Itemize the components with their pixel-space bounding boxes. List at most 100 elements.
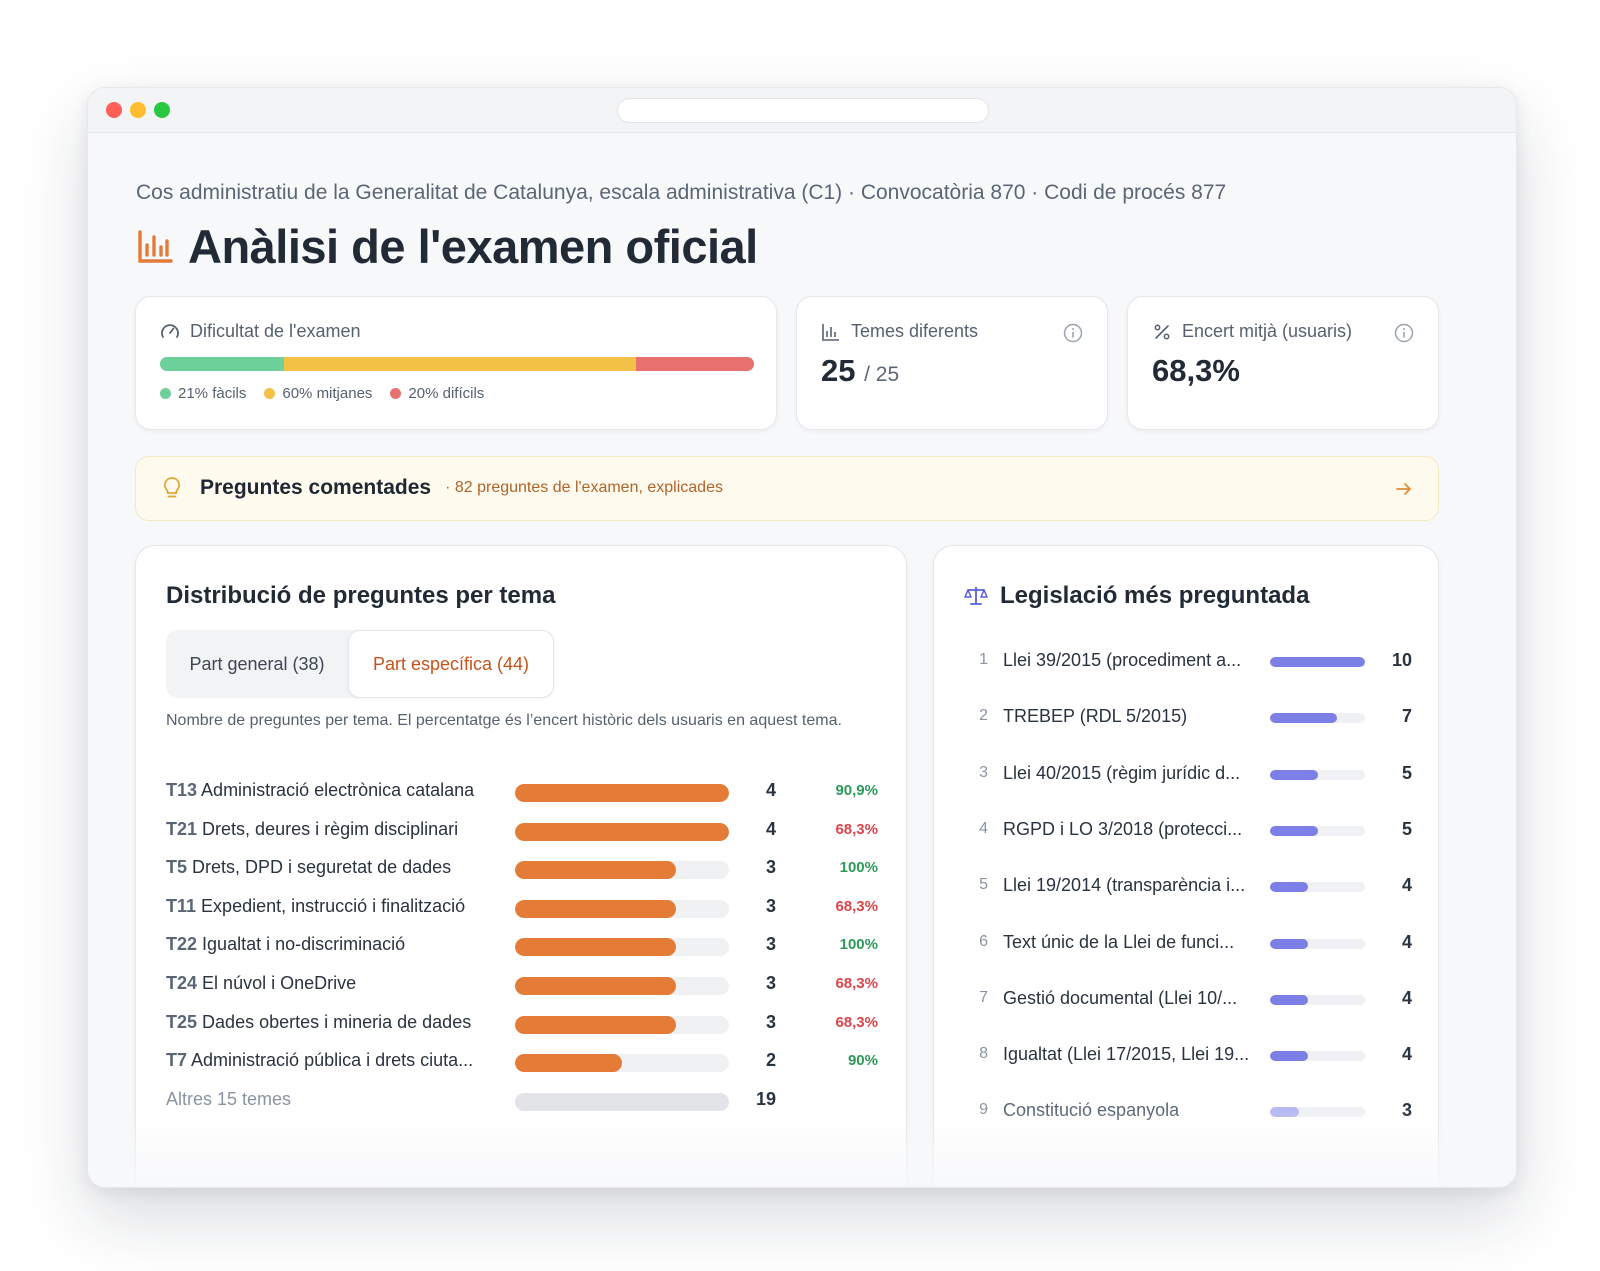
legislation-bar-fill (1270, 1107, 1299, 1118)
legislation-rank: 6 (979, 932, 988, 950)
legislation-row[interactable]: 1 Llei 39/2015 (procediment a... 10 (964, 646, 1412, 676)
topic-row[interactable]: T13 Administració electrònica catalana 4 9… (166, 776, 878, 806)
topic-code: T24 (166, 973, 198, 993)
distribution-title: Distribució de preguntes per tema (166, 582, 556, 609)
legislation-row[interactable]: 3 Llei 40/2015 (règim jurídic d... 5 (964, 759, 1412, 789)
legislation-row[interactable]: 6 Text únic de la Llei de funci... 4 (964, 928, 1412, 958)
legislation-row[interactable]: 9 Constitució espanyola 3 (964, 1096, 1412, 1126)
legislation-bar-fill (1270, 938, 1308, 949)
legislation-name: Text únic de la Llei de funci... (1003, 931, 1235, 952)
topic-bar-track (515, 784, 729, 802)
topic-bar-track (515, 822, 729, 841)
banner-content: Preguntes comentades · 82 preguntes de l… (162, 476, 723, 500)
topic-row[interactable]: T5 Drets, DPD i seguretat de dades 3 100% (166, 853, 878, 883)
banner-title: Preguntes comentades (200, 476, 432, 499)
legislation-title: Legislació més preguntada (1000, 582, 1310, 609)
legend-hard-swatch (390, 388, 402, 399)
topic-row[interactable]: T7 Administració pública i drets ciuta..… (166, 1046, 878, 1076)
distribution-description: Nombre de preguntes per tema. El percent… (166, 712, 842, 729)
topic-accuracy: 68,3% (835, 897, 878, 915)
other-topics-bar-track (515, 1092, 729, 1111)
legislation-row[interactable]: 8 Igualtat (Llei 17/2015, Llei 19... 4 (964, 1040, 1412, 1070)
legislation-bar-fill (1270, 657, 1365, 667)
legislation-bar-track (1270, 882, 1365, 893)
topic-label: Drets, DPD i seguretat de dades (192, 857, 452, 878)
topic-count: 3 (765, 895, 776, 916)
legislation-row[interactable]: 7 Gestió documental (Llei 10/... 4 (964, 984, 1412, 1014)
close-window-button[interactable] (106, 102, 122, 118)
bar-chart-icon (822, 323, 839, 341)
topic-name: T25 Dades obertes i mineria de dades (166, 1012, 496, 1033)
difficulty-legend: 21% fàcils 60% mitjanes 20% difícils (160, 385, 502, 402)
topic-row[interactable]: T11 Expedient, instrucció i finalització… (166, 892, 878, 922)
topic-code: T7 (166, 1050, 188, 1071)
topics-stat-label-row: Temes diferents (821, 321, 978, 342)
other-topics-row[interactable]: Altres 15 temes 19 (166, 1085, 878, 1115)
topic-code: T11 (166, 895, 197, 916)
maximize-window-button[interactable] (154, 102, 170, 118)
topic-accuracy: 90% (847, 1052, 878, 1070)
commented-questions-banner[interactable]: Preguntes comentades · 82 preguntes de l… (135, 456, 1439, 521)
difficulty-bar-hard (636, 357, 754, 371)
legislation-row[interactable]: 4 RGPD i LO 3/2018 (protecci... 5 (964, 815, 1412, 845)
legend-hard-label: 20% difícils (408, 385, 485, 402)
topics-stat-card: Temes diferents 25 / 25 (796, 296, 1108, 430)
legend-medium-label: 60% mitjanes (282, 385, 373, 402)
legend-easy-label: 21% fàcils (178, 385, 247, 402)
topic-row[interactable]: T21 Drets, deures i règim disciplinari 4 6… (166, 815, 878, 845)
legislation-bar-track (1270, 657, 1365, 667)
breadcrumb: Cos administratiu de la Generalitat de C… (136, 181, 1227, 204)
legislation-count: 4 (1401, 875, 1412, 896)
topic-name: T7 Administració pública i drets ciuta..… (166, 1050, 496, 1071)
legislation-bar-track (1270, 994, 1365, 1005)
topic-row[interactable]: T25 Dades obertes i mineria de dades 3 68,… (166, 1008, 878, 1038)
topic-bar-track (515, 861, 729, 880)
arrow-right-icon[interactable] (1394, 479, 1414, 499)
topic-bar-track (515, 977, 729, 995)
legislation-name: Gestió documental (Llei 10/... (1003, 987, 1238, 1008)
legislation-row[interactable]: 2 TREBEP (RDL 5/2015) 7 (964, 702, 1412, 732)
legislation-name: Llei 40/2015 (règim jurídic d... (1003, 762, 1241, 783)
legislation-count: 5 (1401, 818, 1412, 839)
topic-bar-track (515, 1015, 729, 1034)
legislation-rank: 8 (979, 1045, 988, 1063)
address-bar[interactable] (617, 98, 989, 123)
topic-code: T22 (166, 934, 198, 955)
info-icon[interactable] (1063, 323, 1083, 343)
info-icon[interactable] (1394, 323, 1414, 343)
lightbulb-icon (163, 477, 181, 498)
minimize-window-button[interactable] (130, 102, 146, 118)
topic-bar-fill (515, 1015, 676, 1034)
legislation-title-row: Legislació més preguntada (964, 582, 1309, 610)
difficulty-card: Dificultat de l'examen 21% fàcils 60% mi… (135, 296, 777, 430)
topic-count: 3 (765, 1011, 776, 1032)
topics-stat-total: / 25 (864, 363, 900, 386)
page-title-row: Anàlisi de l'examen oficial (136, 219, 758, 274)
legend-medium-swatch (264, 388, 276, 399)
topic-label: Drets, deures i règim disciplinari (202, 818, 459, 839)
topic-code: T13 (166, 780, 198, 800)
legislation-count: 4 (1401, 1044, 1412, 1065)
topic-code: T25 (166, 1011, 198, 1032)
topics-stat-label: Temes diferents (851, 321, 979, 341)
topic-code: T21 (166, 818, 198, 839)
topic-bar-fill (515, 977, 676, 995)
topic-bar-track (515, 899, 729, 918)
topic-bar-fill (515, 861, 676, 880)
legislation-count: 4 (1401, 931, 1412, 952)
legislation-bar-fill (1270, 994, 1308, 1005)
legislation-bar-fill (1270, 825, 1318, 836)
topic-row[interactable]: T22 Igualtat i no-discriminació 3 100% (166, 930, 878, 960)
topic-label: Administració pública i drets ciuta... (191, 1050, 474, 1071)
legislation-row[interactable]: 5 Llei 19/2014 (transparència i... 4 (964, 871, 1412, 901)
legislation-bar-fill (1270, 1051, 1308, 1062)
legislation-rank: 9 (979, 1101, 988, 1119)
accuracy-stat-value: 68,3% (1152, 353, 1240, 388)
tab-part-general[interactable]: Part general (38) (189, 653, 325, 674)
scales-icon (964, 587, 988, 605)
legend-hard: 20% difícils (390, 385, 484, 402)
legislation-name: Llei 19/2014 (transparència i... (1003, 875, 1246, 896)
topic-name: T24 El núvol i OneDrive (166, 973, 496, 994)
tab-part-especifica[interactable]: Part específica (44) (348, 630, 554, 698)
topic-row[interactable]: T24 El núvol i OneDrive 3 68,3% (166, 969, 878, 999)
